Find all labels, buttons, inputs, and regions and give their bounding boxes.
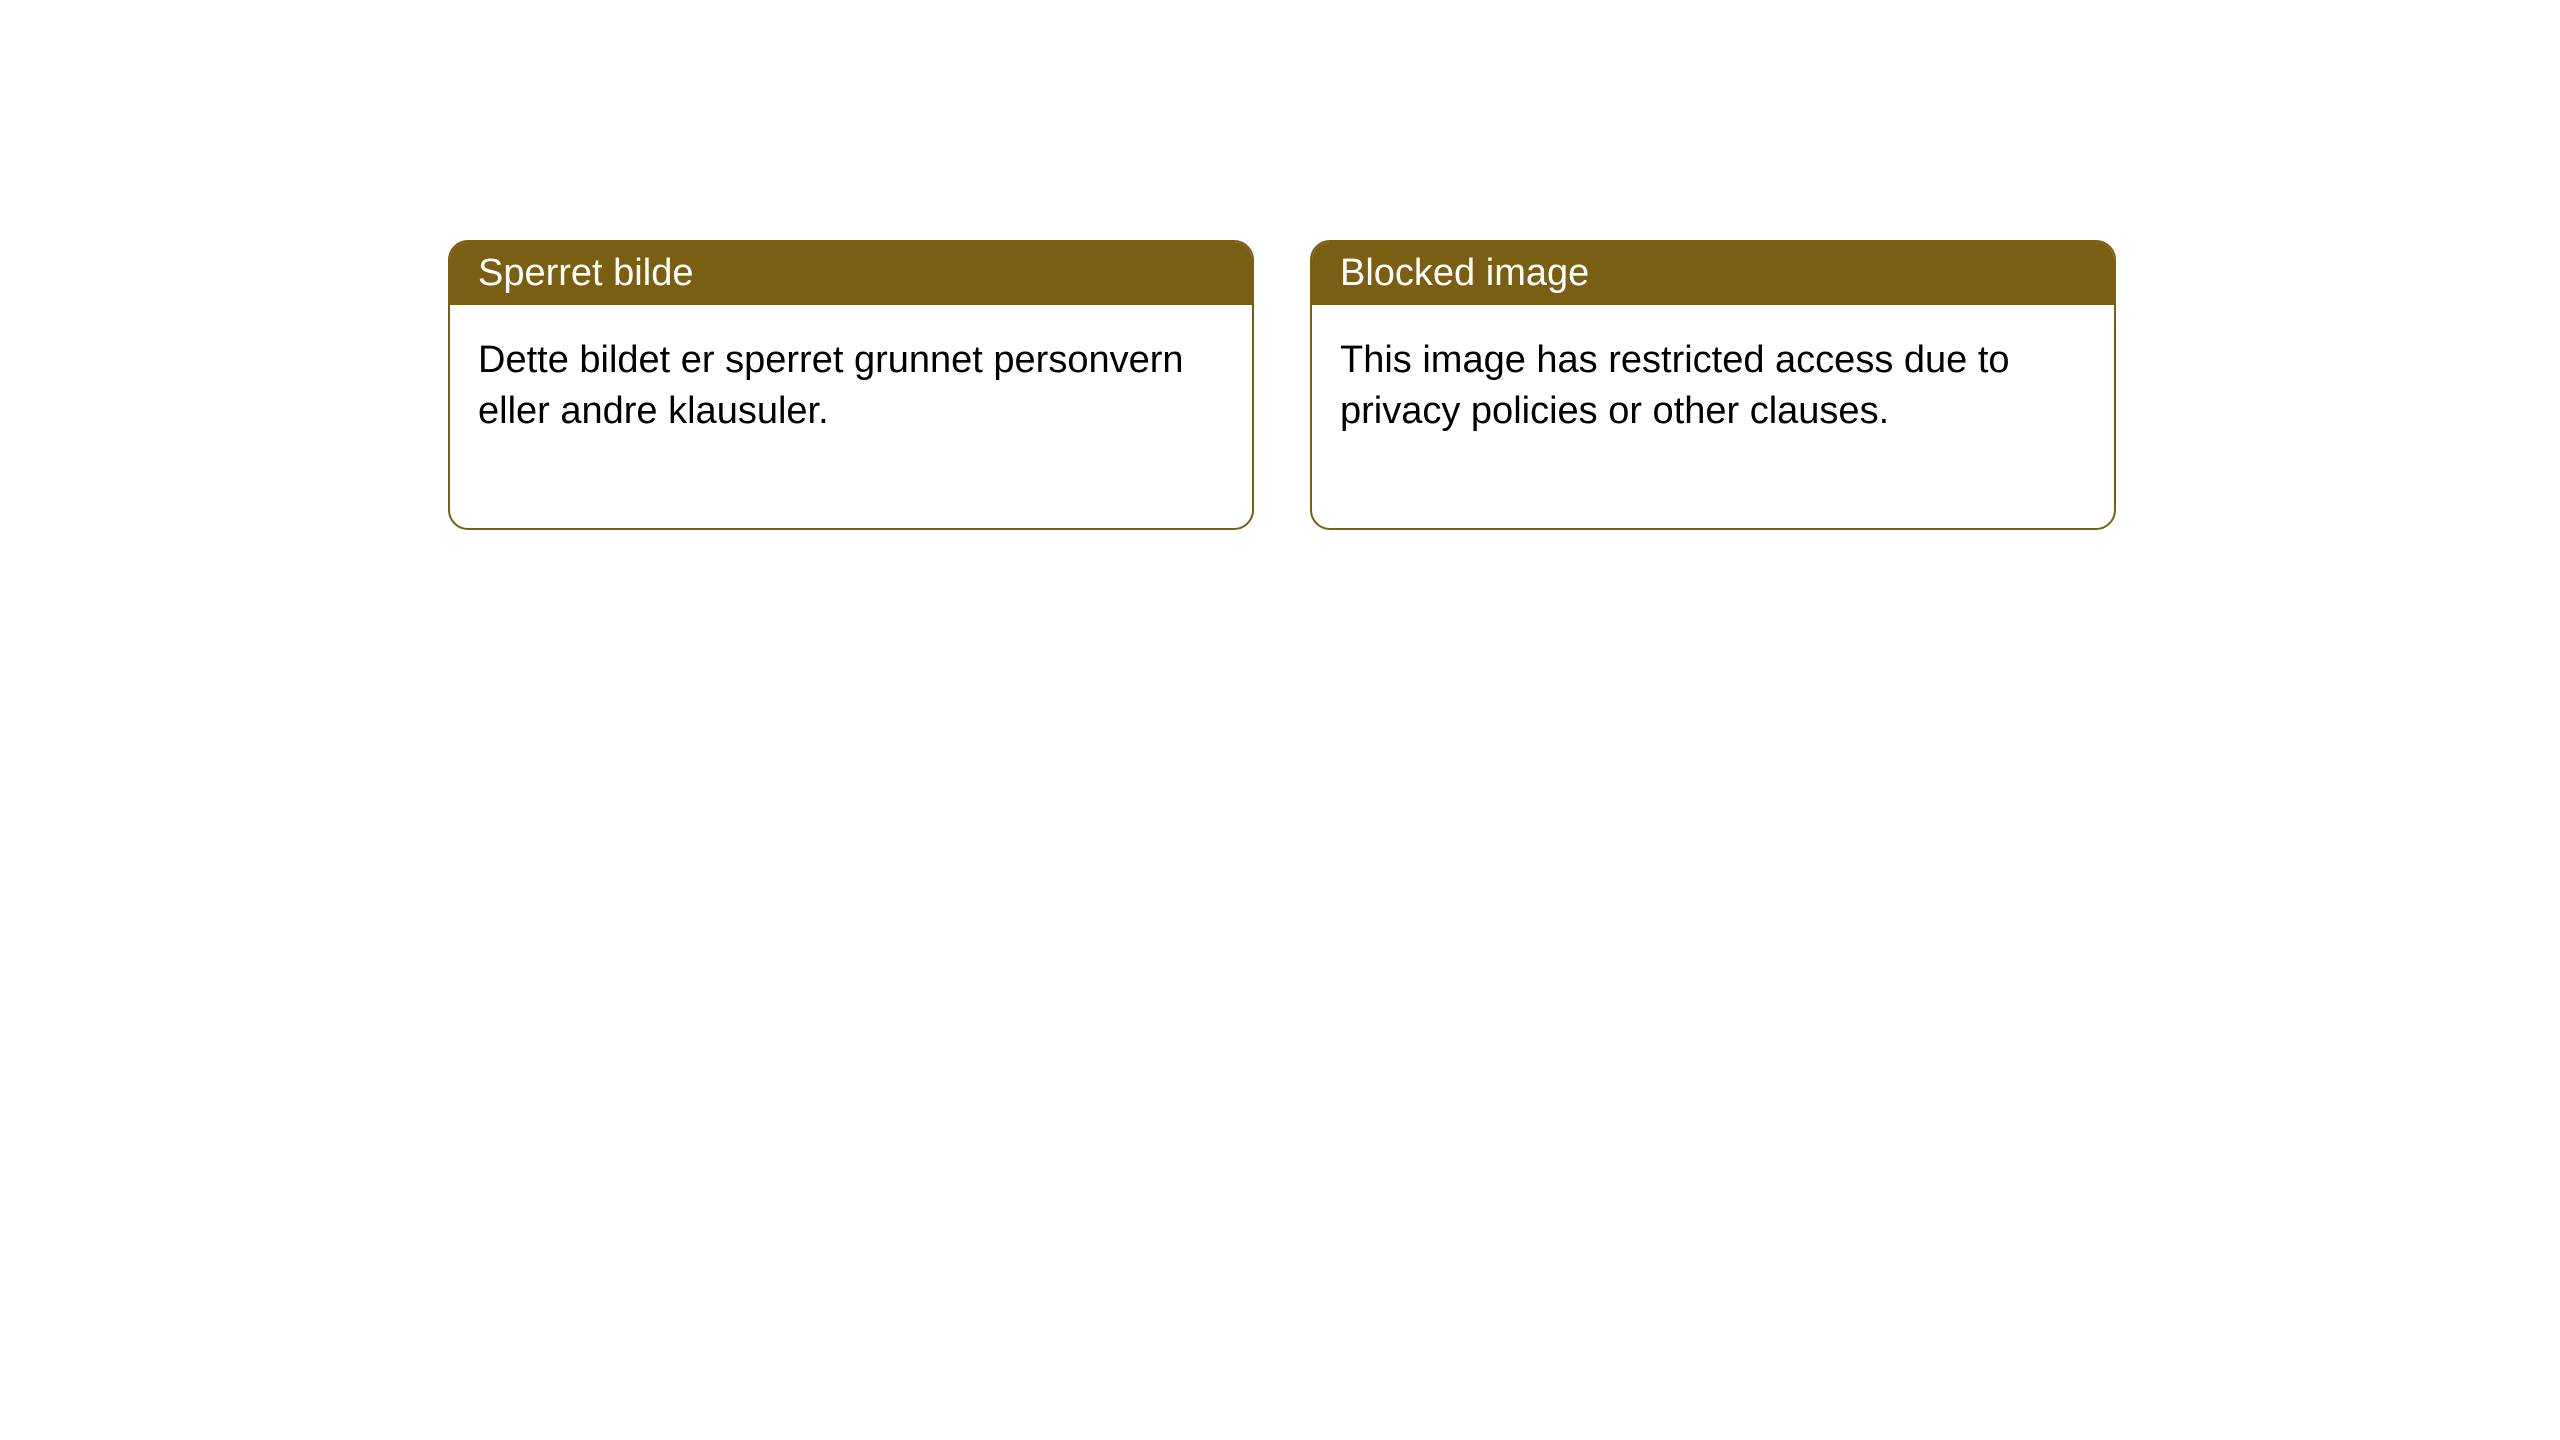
notice-card-english: Blocked image This image has restricted … (1310, 240, 2116, 530)
notice-title: Blocked image (1340, 252, 1589, 294)
notice-body-text: This image has restricted access due to … (1340, 339, 2010, 432)
notice-card-norwegian: Sperret bilde Dette bildet er sperret gr… (448, 240, 1254, 530)
notice-title: Sperret bilde (478, 252, 693, 294)
notice-header: Blocked image (1312, 242, 2114, 305)
notice-header: Sperret bilde (450, 242, 1252, 305)
notice-body: Dette bildet er sperret grunnet personve… (450, 305, 1252, 528)
notice-body-text: Dette bildet er sperret grunnet personve… (478, 339, 1184, 432)
notice-body: This image has restricted access due to … (1312, 305, 2114, 528)
notice-container: Sperret bilde Dette bildet er sperret gr… (0, 0, 2560, 530)
